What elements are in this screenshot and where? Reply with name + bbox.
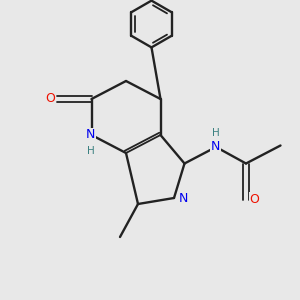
Text: N: N — [179, 191, 188, 205]
Text: H: H — [87, 146, 95, 156]
Text: O: O — [46, 92, 55, 106]
Text: H: H — [212, 128, 219, 138]
Text: O: O — [250, 193, 259, 206]
Text: N: N — [86, 128, 96, 142]
Text: N: N — [211, 140, 220, 154]
